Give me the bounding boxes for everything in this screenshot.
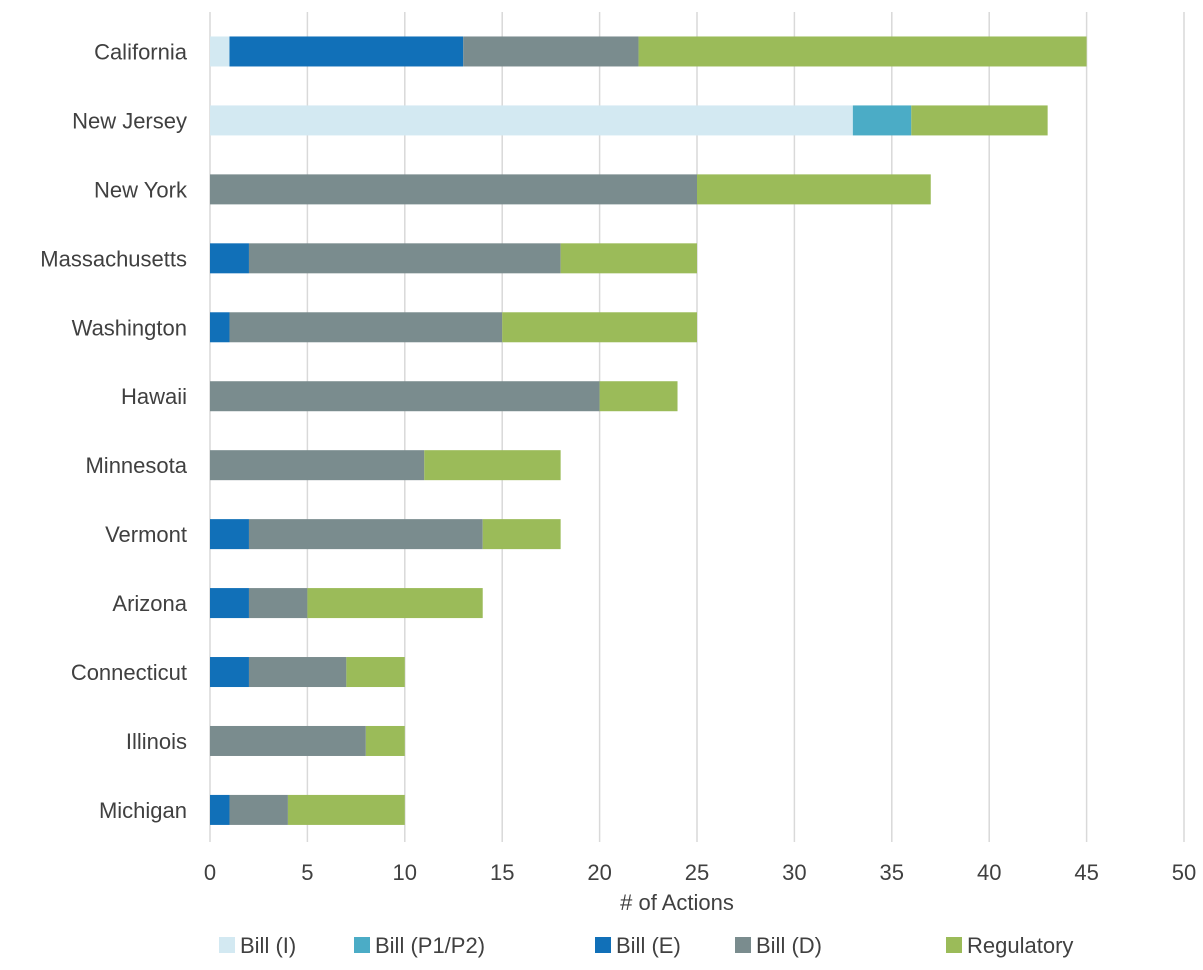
bar-hawaii-regulatory bbox=[599, 381, 678, 412]
bar-washington-bill-d bbox=[229, 312, 503, 343]
bar-massachusetts-regulatory bbox=[560, 243, 697, 274]
bar-michigan-regulatory bbox=[287, 794, 405, 825]
legend-swatch bbox=[219, 937, 235, 953]
bar-arizona-bill-d bbox=[248, 588, 308, 619]
legend-label: Bill (P1/P2) bbox=[375, 933, 485, 958]
bar-illinois-regulatory bbox=[365, 725, 405, 756]
x-tick-label: 35 bbox=[880, 860, 904, 885]
category-label: Massachusetts bbox=[40, 246, 187, 271]
bar-washington-bill-e bbox=[210, 312, 230, 343]
bar-new-jersey-regulatory bbox=[911, 105, 1048, 136]
bar-new-york-bill-d bbox=[210, 174, 697, 205]
category-label: Connecticut bbox=[71, 660, 187, 685]
x-tick-label: 0 bbox=[204, 860, 216, 885]
bar-arizona-bill-e bbox=[210, 588, 249, 619]
bar-california-bill-d bbox=[463, 36, 639, 67]
legend-swatch bbox=[735, 937, 751, 953]
category-label: New York bbox=[94, 177, 188, 202]
bar-michigan-bill-d bbox=[229, 794, 288, 825]
category-label: Minnesota bbox=[85, 453, 187, 478]
x-tick-label: 30 bbox=[782, 860, 806, 885]
category-label: New Jersey bbox=[72, 108, 187, 133]
bar-new-york-regulatory bbox=[697, 174, 931, 205]
category-labels: California New Jersey New York Massachusett… bbox=[40, 39, 188, 822]
bar-massachusetts-bill-d bbox=[248, 243, 561, 274]
category-label: Washington bbox=[72, 315, 187, 340]
category-label: Arizona bbox=[112, 591, 187, 616]
bar-new-jersey-bill-i bbox=[210, 105, 853, 136]
bar-new-jersey-bill-p1-p2 bbox=[852, 105, 912, 136]
bar-california-bill-e bbox=[229, 36, 464, 67]
bar-minnesota-bill-d bbox=[210, 450, 425, 481]
bar-vermont-bill-e bbox=[210, 519, 249, 550]
legend-swatch bbox=[946, 937, 962, 953]
x-tick-label: 10 bbox=[393, 860, 417, 885]
x-tick-label: 15 bbox=[490, 860, 514, 885]
bar-michigan-bill-e bbox=[210, 794, 230, 825]
bar-massachusetts-bill-e bbox=[210, 243, 249, 274]
bar-vermont-regulatory bbox=[482, 519, 561, 550]
legend-swatch bbox=[354, 937, 370, 953]
bar-arizona-regulatory bbox=[307, 588, 483, 619]
legend: Bill (I) Bill (P1/P2) Bill (E) Bill (D) Regu… bbox=[219, 933, 1073, 958]
bars bbox=[210, 36, 1087, 825]
category-label: Illinois bbox=[126, 729, 187, 754]
bar-illinois-bill-d bbox=[210, 725, 366, 756]
x-tick-label: 50 bbox=[1172, 860, 1196, 885]
category-label: California bbox=[94, 39, 188, 64]
category-label: Michigan bbox=[99, 798, 187, 823]
gridlines bbox=[209, 12, 1185, 842]
x-tick-label: 45 bbox=[1074, 860, 1098, 885]
bar-connecticut-bill-d bbox=[248, 657, 347, 688]
legend-label: Bill (E) bbox=[616, 933, 681, 958]
x-tick-labels: 0 5 10 15 20 25 30 35 40 45 50 bbox=[204, 860, 1196, 885]
x-tick-label: 25 bbox=[685, 860, 709, 885]
bar-california-bill-i bbox=[210, 36, 230, 67]
legend-label: Regulatory bbox=[967, 933, 1073, 958]
bar-connecticut-regulatory bbox=[346, 657, 405, 688]
category-label: Hawaii bbox=[121, 384, 187, 409]
category-label: Vermont bbox=[105, 522, 187, 547]
bar-connecticut-bill-e bbox=[210, 657, 249, 688]
bar-california-regulatory bbox=[638, 36, 1087, 67]
legend-label: Bill (D) bbox=[756, 933, 822, 958]
legend-label: Bill (I) bbox=[240, 933, 296, 958]
x-axis-title: # of Actions bbox=[620, 890, 734, 915]
bar-vermont-bill-d bbox=[248, 519, 483, 550]
x-tick-label: 5 bbox=[301, 860, 313, 885]
legend-swatch bbox=[595, 937, 611, 953]
x-tick-label: 20 bbox=[587, 860, 611, 885]
bar-minnesota-regulatory bbox=[424, 450, 561, 481]
x-tick-label: 40 bbox=[977, 860, 1001, 885]
bar-hawaii-bill-d bbox=[210, 381, 600, 412]
bar-washington-regulatory bbox=[502, 312, 697, 343]
